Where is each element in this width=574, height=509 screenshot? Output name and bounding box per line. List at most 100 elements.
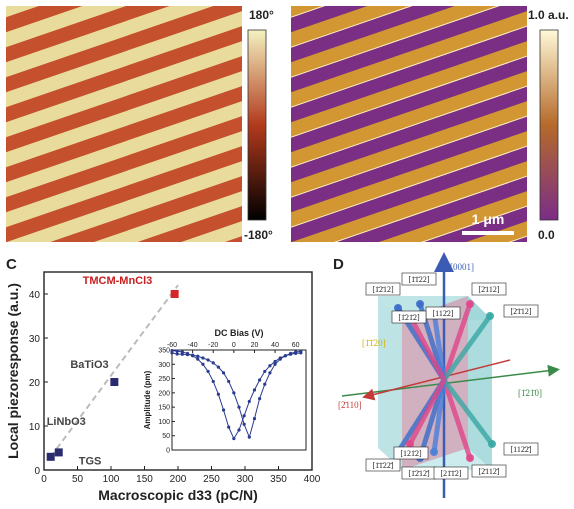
x-tick-label: 400 <box>304 474 321 485</box>
inset-point <box>201 356 205 360</box>
polarization-arrow <box>441 377 495 447</box>
data-point <box>110 378 119 386</box>
direction-label-box <box>471 282 507 296</box>
domain-stripe <box>291 41 527 138</box>
domain-wall <box>291 25 527 108</box>
inset-point <box>237 428 241 432</box>
direction-label: [1̄2̄12̄] <box>408 469 430 478</box>
inset-point <box>242 414 246 418</box>
y-tick-label: 10 <box>29 422 41 433</box>
direction-label: [121̄2] <box>400 449 422 458</box>
inset-point <box>201 362 205 366</box>
inset-x-tick-label: -60 <box>167 342 177 349</box>
inset-point <box>263 382 267 386</box>
inset-point <box>283 354 287 358</box>
inset-y-label: Amplitude (pm) <box>143 370 152 429</box>
inset-point <box>268 364 272 368</box>
label-1210: [1̄21̄0] <box>518 388 542 398</box>
inset-point <box>185 352 190 357</box>
colorbar-a <box>247 29 267 221</box>
label-1120: [1̄1̄20] <box>362 338 386 348</box>
inset-y-tick-label: 350 <box>158 348 170 355</box>
data-point <box>46 452 55 461</box>
inset-point <box>221 371 226 375</box>
inset-x-tick-label: 60 <box>292 342 300 349</box>
direction-label: [21̄1̄2] <box>440 469 461 478</box>
prism-left <box>378 296 402 470</box>
data-point <box>170 290 179 298</box>
inset-y-tick-label: 300 <box>158 362 170 369</box>
y-tick-label: 0 <box>34 466 40 477</box>
domain-wall <box>291 6 500 78</box>
x-tick-label: 50 <box>72 474 84 485</box>
domain-stripe <box>0 236 286 361</box>
domain-stripe <box>6 131 242 228</box>
inset-point <box>252 388 257 392</box>
inset-point <box>196 354 200 358</box>
inset-y-tick-label: 0 <box>166 448 170 455</box>
domain-stripe <box>6 6 126 48</box>
cbar-a-min: -180° <box>244 228 273 242</box>
data-point <box>54 448 63 457</box>
inset-point <box>175 349 179 353</box>
inset-point <box>242 422 246 426</box>
domain-stripe <box>291 11 527 108</box>
inset-point <box>170 351 174 355</box>
domain-wall <box>291 55 527 138</box>
domain-stripe <box>291 101 527 198</box>
domain-stripe <box>6 11 242 108</box>
polarization-arrow-head <box>430 448 438 456</box>
panel-c-inset-chart: -60 -40 -20 0 20 40 60 0 50 100 150 200 250 300 350 DC … <box>143 328 307 455</box>
direction-label: [1̄21̄2] <box>398 313 420 322</box>
domain-wall <box>421 205 527 242</box>
polarization-arrow <box>407 313 447 383</box>
inset-point <box>180 350 184 354</box>
y-tick-label: 20 <box>29 378 41 389</box>
data-label: LiNbO3 <box>47 416 86 428</box>
data-label: TMCM-MnCl3 <box>83 275 153 287</box>
domain-wall <box>291 85 527 168</box>
inset-y-tick-label: 150 <box>158 405 170 412</box>
direction-label: [2̄1̄12] <box>510 307 531 316</box>
direction-label: [1̄1̄22] <box>408 275 429 284</box>
cbar-b-max: 1.0 a.u. <box>528 8 569 22</box>
domain-wall <box>291 6 326 18</box>
inset-point <box>299 349 303 354</box>
polarization-arrow-head <box>488 440 496 448</box>
inset-point <box>211 361 215 365</box>
inset-y-tick-label: 250 <box>158 376 170 383</box>
direction-label-box <box>391 310 427 324</box>
inset-point <box>278 357 282 361</box>
x-axis-label: Macroscopic d33 (pC/N) <box>98 487 257 503</box>
inset-point <box>258 378 262 382</box>
domain-stripe <box>466 221 527 242</box>
domain-stripe <box>6 6 214 78</box>
direction-label-box <box>471 464 507 478</box>
x-tick-label: 100 <box>103 474 120 485</box>
scale-bar-label: 1 μm <box>472 211 505 227</box>
inset-point <box>221 408 226 412</box>
polarization-arrow <box>431 377 447 455</box>
cbar-a-max: 180° <box>249 8 274 22</box>
cbar-b-min: 0.0 <box>538 228 555 242</box>
inset-x-tick-label: 40 <box>271 342 279 349</box>
inset-point <box>268 371 272 375</box>
domain-stripe <box>291 161 527 242</box>
inset-point <box>180 352 184 356</box>
domain-wall <box>291 145 527 228</box>
inset-point <box>196 357 200 361</box>
domain-stripe <box>6 71 242 168</box>
inset-point <box>211 379 215 384</box>
data-label: BaTiO3 <box>70 359 108 371</box>
inset-y-tick-label: 200 <box>158 390 170 397</box>
inset-point <box>227 425 231 429</box>
direction-label: [1̄1̄22̄] <box>372 461 393 470</box>
domain-stripe <box>6 41 242 138</box>
polarization-arrow-head <box>394 304 402 312</box>
inset-y-tick-label: 100 <box>158 419 170 426</box>
inset-x-tick-label: -20 <box>208 342 218 349</box>
domain-stripe <box>6 161 242 242</box>
inset-point <box>216 392 220 396</box>
domain-stripe <box>6 101 242 198</box>
inset-point <box>247 399 251 404</box>
